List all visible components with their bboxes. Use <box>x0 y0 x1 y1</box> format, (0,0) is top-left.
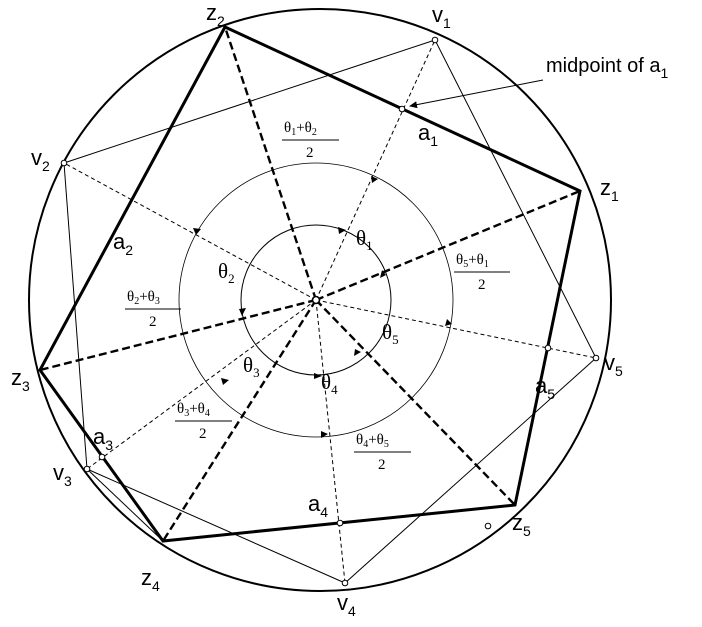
fraction-theta45-denominator: 2 <box>378 457 386 473</box>
vertex-markers <box>60 36 600 587</box>
label-theta3: θ3 <box>243 353 260 380</box>
label-z4: z4 <box>141 565 160 594</box>
fraction-theta34-numerator: θ3+θ4 <box>177 401 210 419</box>
arrow-half-23 <box>193 228 201 235</box>
label-v2: v2 <box>31 145 50 174</box>
marker-mid-a1 <box>398 105 406 113</box>
ray-v3 <box>86 299 317 470</box>
ray-v2 <box>63 162 317 301</box>
marker-mid-a3 <box>98 453 106 461</box>
label-z3: z3 <box>11 365 30 394</box>
fraction-theta23: θ2+θ3 2 <box>125 289 181 330</box>
marker-mid-a5 <box>544 344 552 352</box>
fraction-theta34: θ3+θ4 2 <box>175 401 232 442</box>
arrow-theta1 <box>338 227 346 234</box>
v-polygon <box>63 39 597 584</box>
fraction-theta23-numerator: θ2+θ3 <box>127 289 160 307</box>
inner-arrows <box>239 227 386 379</box>
center-point <box>311 295 321 305</box>
marker-v5 <box>592 354 600 362</box>
arrow-half-34 <box>221 378 229 385</box>
marker-v4 <box>341 579 349 587</box>
ray-v4 <box>315 299 346 584</box>
label-v3: v3 <box>53 460 72 489</box>
fraction-theta34-denominator: 2 <box>199 426 207 442</box>
fraction-theta12: θ1+θ2 2 <box>282 120 339 161</box>
label-z2: z2 <box>206 0 225 29</box>
marker-v3 <box>83 465 91 473</box>
fraction-theta45-numerator: θ4+θ5 <box>356 432 389 450</box>
fraction-theta12-denominator: 2 <box>306 145 314 161</box>
middle-angle-circle <box>178 162 454 438</box>
fraction-theta51-numerator: θ5+θ1 <box>456 252 489 270</box>
arrow-theta2 <box>239 308 246 316</box>
fraction-theta12-numerator: θ1+θ2 <box>284 120 317 138</box>
arrow-theta5 <box>380 270 386 278</box>
label-v4: v4 <box>337 590 356 619</box>
arrow-half-12 <box>371 176 378 183</box>
label-a4: a4 <box>308 491 328 520</box>
label-z5: z5 <box>512 510 531 539</box>
label-z1: z1 <box>600 175 619 204</box>
arrow-theta4 <box>354 349 361 356</box>
ray-z5 <box>315 299 516 506</box>
marker-v1 <box>431 36 439 44</box>
arrow-half-51 <box>445 319 452 326</box>
midpoint-annotation: midpoint of a1 <box>546 55 669 81</box>
label-theta2: θ2 <box>218 259 235 286</box>
ray-v1 <box>315 39 436 301</box>
outer-circle <box>28 8 612 592</box>
v3-z4-edge <box>86 468 164 542</box>
label-v1: v1 <box>432 2 451 31</box>
ray-z3 <box>39 298 317 372</box>
z-rays <box>39 26 581 542</box>
fraction-theta51: θ5+θ1 2 <box>454 252 510 293</box>
label-theta1: θ1 <box>356 226 373 253</box>
label-v5: v5 <box>604 350 623 379</box>
label-a1: a1 <box>418 120 438 149</box>
midpoint-annotation-arrow <box>409 79 544 109</box>
arrow-theta3 <box>314 373 322 379</box>
label-theta5: θ5 <box>382 320 399 347</box>
label-a3: a3 <box>93 424 113 453</box>
arrow-half-45 <box>321 431 328 438</box>
ray-v5 <box>315 299 597 359</box>
marker-mid-a4 <box>336 519 344 527</box>
fraction-theta23-denominator: 2 <box>149 314 157 330</box>
fraction-theta45: θ4+θ5 2 <box>354 432 411 473</box>
label-theta4: θ4 <box>321 370 338 397</box>
marker-v2 <box>60 159 68 167</box>
fraction-theta51-denominator: 2 <box>478 277 486 293</box>
label-a5: a5 <box>535 373 555 402</box>
marker-arc-point <box>484 522 492 530</box>
label-a2: a2 <box>113 229 133 258</box>
outer-arrows <box>193 176 452 438</box>
